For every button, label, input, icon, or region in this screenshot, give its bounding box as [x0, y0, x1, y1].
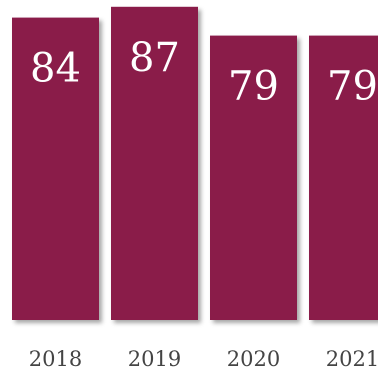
bar-2019	[111, 6, 198, 321]
x-tick-label-2018: 2018	[29, 347, 82, 371]
value-label-2021: 79	[327, 64, 378, 110]
value-label-2020: 79	[228, 64, 279, 110]
x-tick-label-2021: 2021	[326, 347, 378, 371]
value-label-2018: 84	[30, 46, 81, 92]
x-tick-label-2020: 2020	[227, 347, 280, 371]
x-tick-label-2019: 2019	[128, 347, 181, 371]
x-axis-tick-labels: 2018 2019 2020 2021	[29, 347, 378, 371]
bars-group	[12, 6, 378, 321]
value-label-2019: 87	[129, 35, 180, 81]
value-labels-group: 84 87 79 79	[30, 35, 378, 110]
bar-2020	[210, 35, 297, 320]
bar-2021	[309, 35, 378, 320]
bar-2018	[12, 17, 99, 320]
